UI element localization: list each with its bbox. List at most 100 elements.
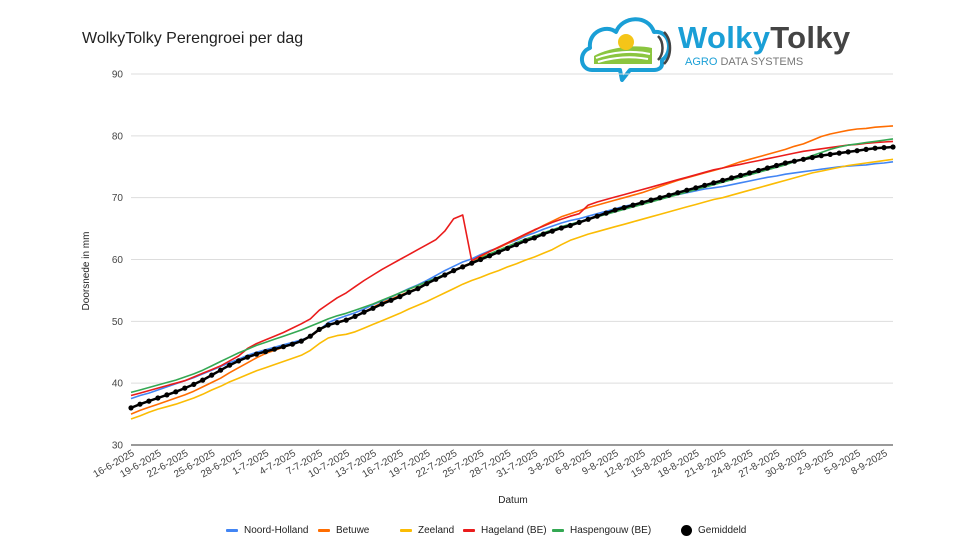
series-line-hageland-be [130, 140, 894, 397]
legend-label: Betuwe [336, 525, 370, 536]
legend-swatch [400, 528, 412, 532]
chart-title: WolkyTolky Perengroei per dag [82, 30, 304, 47]
gemiddeld-point [657, 195, 663, 201]
logo-tagline-data-systems: DATA SYSTEMS [720, 56, 804, 68]
logo-tagline-agro: AGRO [685, 56, 718, 68]
y-tick-label: 40 [112, 379, 124, 390]
gemiddeld-point [128, 405, 134, 411]
legend-label: Hageland (BE) [481, 525, 547, 536]
series-lines [128, 125, 896, 420]
gemiddeld-point [594, 213, 600, 219]
gemiddeld-point [675, 190, 681, 196]
gemiddeld-point [343, 317, 349, 323]
gemiddeld-point [711, 180, 717, 186]
gemiddeld-point [478, 256, 484, 263]
gemiddeld-point [236, 358, 242, 364]
gemiddeld-point [191, 381, 197, 387]
y-tick-label: 30 [112, 441, 124, 452]
gemiddeld-point [621, 205, 627, 211]
gemiddeld-point [244, 354, 251, 360]
x-axis-label: Datum [498, 495, 527, 506]
y-tick-label: 80 [112, 131, 124, 142]
gemiddeld-point [487, 253, 493, 259]
cloud-logo-icon [580, 17, 672, 82]
y-tick-label: 60 [112, 255, 124, 266]
gemiddeld-point [433, 276, 439, 282]
gemiddeld-point [773, 162, 780, 169]
gemiddeld-point [424, 281, 430, 287]
legend-swatch [681, 525, 692, 536]
legend-item: Haspengouw (BE) [552, 525, 651, 536]
gemiddeld-point [209, 372, 215, 378]
gemiddeld-point [388, 297, 394, 303]
gemiddeld-point [513, 242, 520, 248]
legend-item: Zeeland [400, 525, 454, 536]
gemiddeld-point [164, 392, 170, 398]
gemiddeld-point [845, 149, 851, 155]
gemiddeld-point [630, 202, 636, 208]
gemiddeld-point [747, 170, 753, 176]
gemiddeld-point [639, 200, 645, 206]
gemiddeld-point [585, 216, 591, 222]
legend-item: Noord-Holland [226, 525, 308, 536]
y-tick-label: 70 [112, 193, 124, 204]
gemiddeld-point [218, 367, 224, 373]
series-line-betuwe [130, 125, 894, 415]
y-tick-label: 90 [112, 70, 124, 81]
gemiddeld-point [262, 349, 269, 355]
gemiddeld-point [729, 175, 735, 181]
y-tick-label: 50 [112, 317, 124, 328]
gemiddeld-point [720, 177, 726, 183]
gemiddeld-point [684, 187, 690, 193]
gemiddeld-point [863, 146, 869, 152]
wolkytolky-logo: WolkyTolky AGRO DATA SYSTEMS [578, 8, 868, 82]
gemiddeld-point [137, 401, 143, 407]
legend-label: Noord-Holland [244, 525, 309, 536]
gemiddeld-point [872, 145, 878, 151]
logo-tagline: AGRO DATA SYSTEMS [685, 56, 803, 68]
gemiddeld-point [764, 165, 771, 171]
legend-item: Hageland (BE) [463, 525, 547, 536]
y-axis-label: Doorsnede in mm [81, 232, 92, 311]
gemiddeld-point [612, 207, 618, 213]
gemiddeld-point [666, 192, 672, 198]
gemiddeld-point [325, 322, 331, 328]
legend-label: Zeeland [418, 525, 455, 536]
gemiddeld-point [361, 309, 367, 315]
y-axis-ticks: 30 40 50 60 70 80 90 [112, 70, 124, 452]
gemiddeld-point [504, 245, 511, 251]
legend-swatch [463, 528, 475, 532]
gemiddeld-point [200, 377, 206, 383]
legend-swatch [226, 528, 238, 532]
gemiddeld-point [809, 154, 815, 161]
gemiddeld-point [289, 341, 295, 347]
gemiddeld-point [755, 167, 762, 174]
gemiddeld-point [460, 264, 466, 270]
gemiddeld-point [836, 150, 842, 156]
gemiddeld-point [352, 313, 358, 319]
gemiddeld-point [307, 333, 313, 339]
gemiddeld-point [298, 338, 304, 344]
gemiddeld-point [442, 272, 448, 278]
gemiddeld-point [334, 320, 340, 326]
gemiddeld-point [227, 362, 233, 368]
gemiddeld-point [890, 144, 896, 150]
gemiddeld-point [316, 326, 322, 332]
gemiddeld-point [558, 225, 564, 231]
series-line-gemiddeld [130, 145, 894, 410]
gemiddeld-point [549, 228, 555, 234]
gemiddeld-point [370, 305, 376, 311]
gemiddeld-point [818, 153, 824, 159]
gemiddeld-point [496, 249, 502, 255]
legend-item: Betuwe [318, 525, 369, 536]
gemiddeld-point [738, 172, 744, 178]
gemiddeld-point [540, 231, 547, 237]
gemiddeld-point [827, 151, 833, 157]
gemiddeld-point [567, 222, 573, 229]
gemiddeld-point [397, 294, 403, 300]
gemiddeld-point [648, 197, 654, 203]
logo-name: WolkyTolky [678, 20, 850, 56]
gemiddeld-point [469, 260, 475, 266]
logo-name-tolky: Tolky [770, 20, 851, 55]
